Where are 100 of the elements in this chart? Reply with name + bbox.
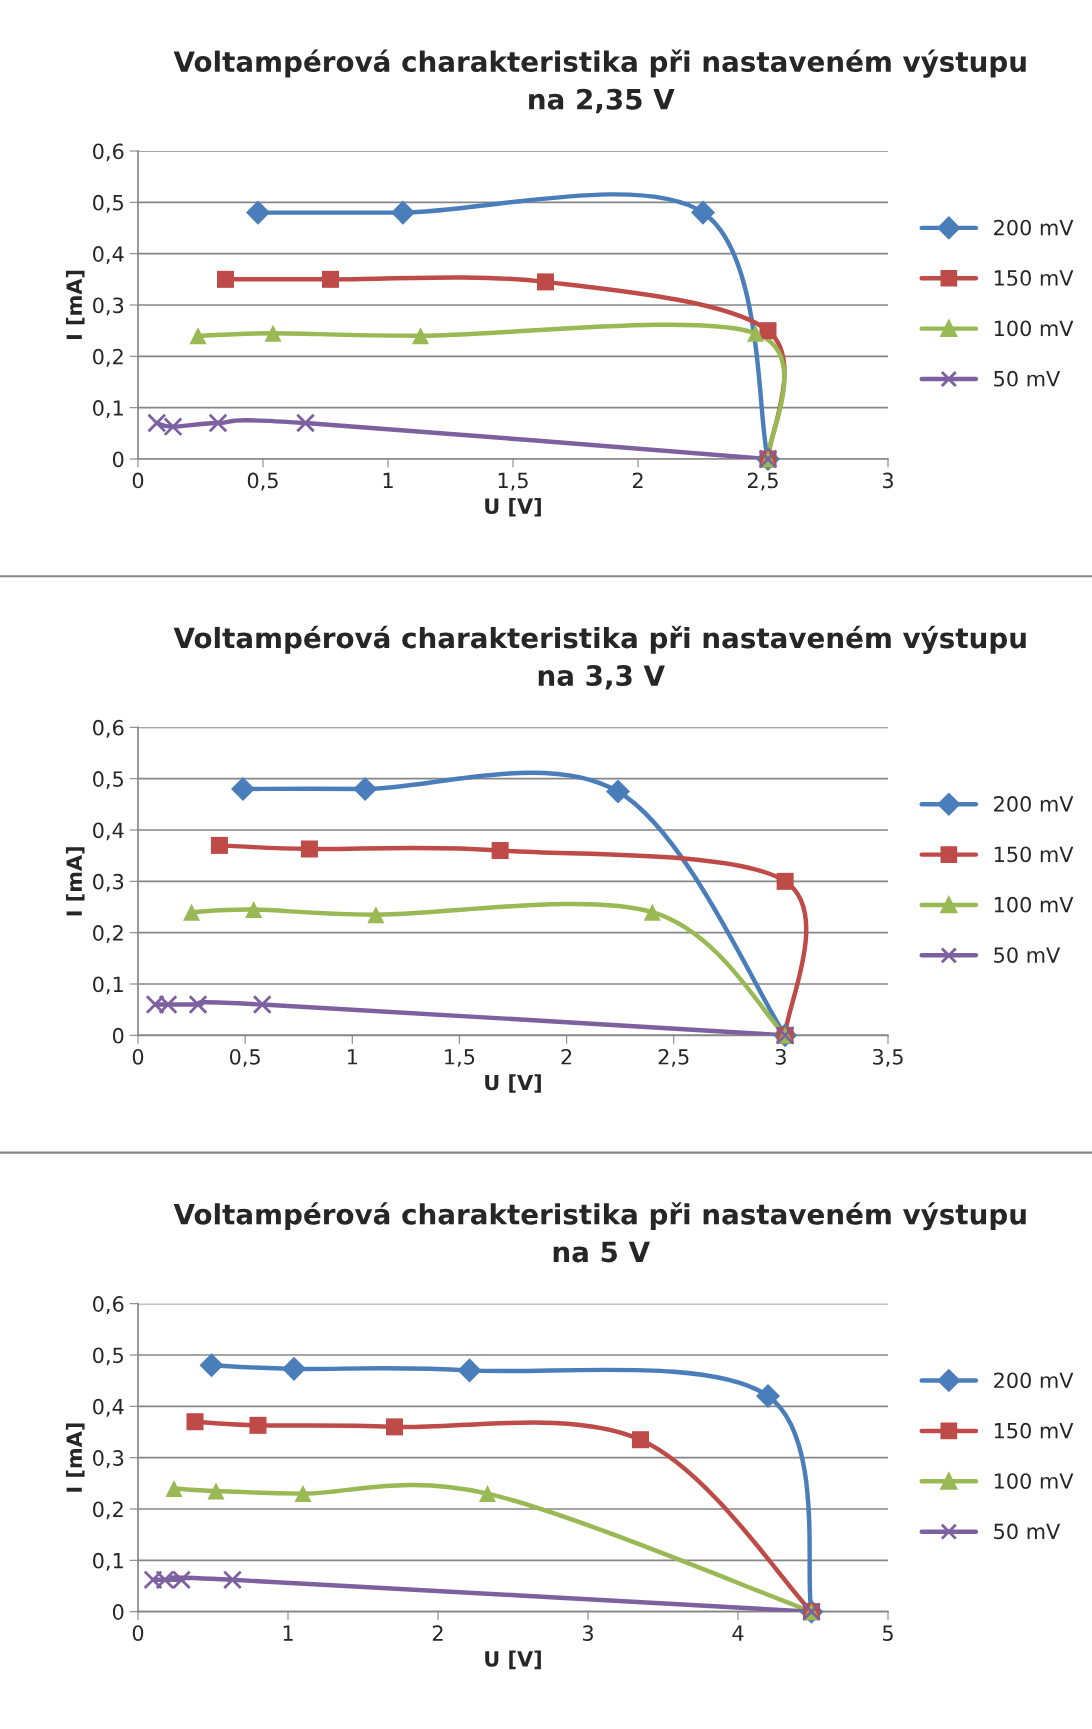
- x-tick-label: 4: [732, 1625, 744, 1641]
- y-tick-label: 0,2: [93, 1501, 123, 1520]
- y-tick-label: 0: [112, 1027, 124, 1044]
- point: [249, 1416, 267, 1434]
- point: [536, 273, 555, 291]
- y-axis-title: I [mA]: [65, 1423, 85, 1492]
- point: [631, 1431, 650, 1449]
- legend-label: 50 mV: [994, 947, 1061, 963]
- point: [300, 840, 318, 858]
- x-tick-label: 3: [882, 472, 893, 489]
- chart-title: Voltampérová charakteristika při nastaveném výstupu na 5 V: [173, 1202, 1026, 1263]
- x-tick-label: 2,5: [658, 1048, 689, 1067]
- point: [207, 1482, 225, 1500]
- x-axis-title: U [V]: [485, 497, 541, 517]
- point: [252, 994, 272, 1015]
- point: [186, 1413, 204, 1431]
- point: [605, 779, 631, 804]
- legend-label: 150 mV: [994, 270, 1074, 286]
- point: [478, 1485, 497, 1503]
- point: [294, 1485, 312, 1503]
- point: [759, 322, 777, 340]
- chart-title: Voltampérová charakteristika při nastaveném výstupu na 2,35 V: [173, 49, 1026, 114]
- point: [281, 1356, 307, 1381]
- x-tick-label: 0,5: [247, 472, 278, 491]
- point: [367, 906, 385, 924]
- point: [457, 1358, 482, 1383]
- x-tick-label: 1,5: [445, 1049, 475, 1067]
- x-tick-label: 2: [561, 1048, 572, 1065]
- y-tick-label: 0,3: [93, 873, 124, 892]
- point: [183, 903, 201, 921]
- point: [245, 200, 271, 225]
- point: [230, 776, 256, 801]
- y-tick-label: 0,2: [93, 925, 123, 943]
- legend-label: 100 mV: [994, 896, 1074, 913]
- y-tick-label: 0,6: [93, 143, 124, 162]
- point: [245, 901, 263, 919]
- point: [491, 842, 509, 860]
- y-tick-label: 0,3: [93, 297, 124, 316]
- y-tick-label: 0,6: [93, 719, 124, 738]
- point: [216, 270, 235, 288]
- x-axis-title: U [V]: [485, 1650, 541, 1670]
- point: [210, 836, 228, 854]
- x-tick-label: 3,5: [873, 1048, 903, 1067]
- legend-label: 150 mV: [994, 846, 1074, 863]
- legend-label: 100 mV: [994, 320, 1074, 337]
- y-axis-title: I [mA]: [65, 270, 85, 340]
- point: [189, 327, 207, 345]
- y-tick-label: 0,1: [93, 400, 123, 418]
- x-tick-label: 1,5: [498, 472, 528, 491]
- y-tick-label: 0,4: [93, 822, 124, 841]
- point: [264, 324, 282, 342]
- x-tick-label: 2: [432, 1625, 443, 1641]
- y-tick-label: 0,6: [93, 1296, 124, 1314]
- point: [295, 413, 316, 433]
- legend-label: 50 mV: [994, 1523, 1061, 1540]
- legend-label: 200 mV: [994, 796, 1074, 812]
- y-tick-label: 0,1: [93, 1552, 123, 1571]
- x-tick-label: 0: [132, 472, 144, 489]
- x-axis-title: U [V]: [485, 1074, 541, 1093]
- point: [353, 776, 378, 801]
- y-tick-label: 0,5: [93, 1347, 123, 1366]
- point: [385, 1418, 404, 1436]
- y-tick-label: 0,3: [93, 1450, 124, 1468]
- point: [643, 903, 661, 921]
- y-tick-label: 0,5: [93, 194, 123, 213]
- x-tick-label: 0: [132, 1048, 144, 1065]
- point: [188, 994, 208, 1015]
- x-tick-label: 1: [283, 1625, 293, 1641]
- point: [208, 413, 228, 433]
- x-tick-label: 5: [882, 1625, 893, 1641]
- point: [746, 324, 765, 342]
- x-tick-label: 0: [132, 1625, 144, 1641]
- legend-label: 200 mV: [994, 219, 1074, 236]
- legend-label: 100 mV: [994, 1473, 1074, 1489]
- point: [222, 1570, 243, 1590]
- x-tick-label: 1: [347, 1049, 357, 1065]
- x-tick-label: 2: [632, 472, 643, 489]
- point: [776, 872, 794, 890]
- y-tick-label: 0,4: [93, 1398, 124, 1417]
- point: [690, 200, 716, 225]
- point: [321, 270, 340, 288]
- y-tick-label: 0: [112, 451, 124, 468]
- point: [755, 1384, 781, 1409]
- x-tick-label: 3: [582, 1625, 593, 1641]
- x-tick-label: 3: [775, 1048, 786, 1065]
- x-tick-label: 2,5: [747, 472, 778, 491]
- x-tick-label: 1: [383, 472, 393, 489]
- y-axis-title: I [mA]: [65, 847, 85, 916]
- y-tick-label: 0,4: [93, 246, 124, 264]
- y-tick-label: 0,1: [93, 976, 123, 995]
- legend-label: 200 mV: [994, 1372, 1074, 1389]
- legend-label: 50 mV: [994, 370, 1061, 387]
- x-tick-label: 0,5: [229, 1048, 260, 1067]
- legend-label: 150 mV: [994, 1422, 1074, 1439]
- point: [390, 200, 416, 225]
- point: [411, 327, 430, 345]
- point: [165, 1479, 183, 1497]
- y-tick-label: 0,2: [93, 348, 123, 367]
- y-tick-label: 0: [112, 1604, 124, 1620]
- chart-title: Voltampérová charakteristika při nastaveném výstupu na 3,3 V: [173, 625, 1026, 690]
